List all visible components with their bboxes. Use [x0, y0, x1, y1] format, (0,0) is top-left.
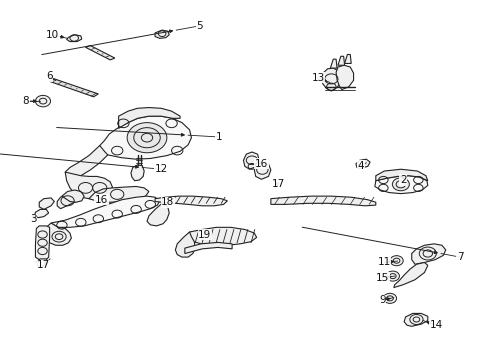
Polygon shape: [39, 198, 54, 210]
Polygon shape: [243, 152, 259, 169]
Polygon shape: [66, 35, 81, 41]
Text: 16: 16: [254, 159, 267, 169]
Text: 17: 17: [36, 260, 49, 270]
Text: 10: 10: [46, 30, 59, 40]
Polygon shape: [254, 162, 270, 179]
Polygon shape: [65, 145, 107, 178]
Polygon shape: [89, 186, 148, 202]
Polygon shape: [155, 196, 227, 206]
Polygon shape: [36, 259, 48, 267]
Polygon shape: [374, 176, 427, 194]
Polygon shape: [85, 45, 115, 60]
Text: 5: 5: [196, 21, 203, 31]
Polygon shape: [375, 169, 427, 181]
Polygon shape: [344, 54, 350, 63]
Text: 14: 14: [429, 320, 442, 330]
Text: 9: 9: [378, 295, 385, 305]
Polygon shape: [404, 314, 427, 326]
Polygon shape: [35, 210, 49, 218]
Text: 18: 18: [161, 197, 174, 207]
Polygon shape: [335, 65, 353, 90]
Polygon shape: [98, 116, 191, 159]
Text: 17: 17: [271, 179, 284, 189]
Polygon shape: [393, 262, 427, 288]
Text: 8: 8: [22, 96, 29, 106]
Text: 15: 15: [375, 273, 388, 283]
Polygon shape: [330, 59, 336, 68]
Polygon shape: [131, 165, 144, 181]
Polygon shape: [62, 190, 84, 202]
Polygon shape: [270, 196, 375, 206]
Polygon shape: [411, 244, 445, 264]
Polygon shape: [321, 68, 340, 91]
Circle shape: [35, 95, 50, 107]
Polygon shape: [337, 56, 344, 65]
Polygon shape: [147, 203, 169, 226]
Circle shape: [389, 256, 403, 266]
Text: 2: 2: [399, 175, 406, 185]
Text: 1: 1: [215, 132, 222, 142]
Text: 7: 7: [456, 252, 462, 262]
Text: 6: 6: [46, 71, 53, 81]
Polygon shape: [49, 79, 98, 97]
Polygon shape: [44, 223, 71, 245]
Text: 12: 12: [154, 164, 167, 174]
Polygon shape: [175, 232, 195, 257]
Polygon shape: [65, 172, 112, 199]
Text: 3: 3: [30, 215, 37, 224]
Text: 13: 13: [311, 73, 324, 83]
Text: 16: 16: [95, 195, 108, 205]
Polygon shape: [35, 226, 49, 260]
Polygon shape: [355, 159, 369, 168]
Text: 19: 19: [198, 230, 211, 239]
Polygon shape: [57, 194, 77, 209]
Circle shape: [386, 271, 399, 281]
Polygon shape: [155, 30, 169, 39]
Circle shape: [391, 178, 408, 191]
Polygon shape: [51, 196, 160, 227]
Circle shape: [383, 293, 396, 303]
Circle shape: [127, 123, 166, 153]
Polygon shape: [186, 227, 256, 245]
Polygon shape: [119, 108, 180, 129]
Text: 4: 4: [357, 161, 363, 171]
Polygon shape: [184, 242, 232, 253]
Text: 11: 11: [377, 257, 390, 267]
